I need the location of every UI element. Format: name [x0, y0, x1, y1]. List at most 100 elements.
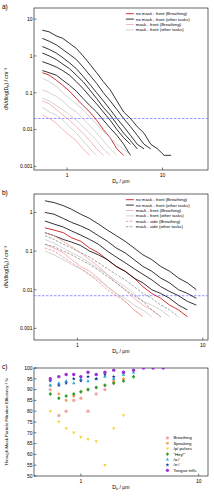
- legend-label: mask - front (Breathing): [136, 208, 182, 213]
- series-line: [45, 201, 196, 290]
- y-tick-label: 95: [27, 376, 33, 382]
- data-point: [57, 375, 60, 378]
- data-point: [57, 396, 60, 400]
- plot-frame: [34, 8, 208, 170]
- data-point: [95, 440, 98, 443]
- data-point: [72, 381, 75, 384]
- series-line: [42, 101, 103, 155]
- legend-label: mask - side (Breathing): [136, 219, 181, 224]
- data-point: [122, 371, 125, 374]
- y-tick-label: 75: [27, 419, 33, 425]
- legend-label: mask - front (Breathing): [136, 22, 182, 27]
- x-tick-label: 1: [79, 478, 82, 484]
- data-point: [49, 384, 52, 387]
- y-tick: [34, 378, 37, 379]
- legend-label: "Hey!": [173, 452, 185, 457]
- x-tick-label: 10: [196, 478, 202, 484]
- data-point: [112, 381, 115, 384]
- y-tick: [34, 19, 37, 20]
- data-point: [72, 392, 75, 396]
- x-axis-label: Dₚ / μm: [112, 348, 129, 355]
- data-point: [122, 414, 125, 417]
- y-tick-label: 85: [27, 397, 33, 403]
- y-tick: [34, 166, 37, 167]
- legend-label: mask - front (other tasks): [136, 27, 184, 32]
- legend: BreathingSpeaking/p/ pulses"Hey!"/a://e:…: [166, 435, 197, 472]
- y-tick-label: 1: [30, 53, 33, 59]
- data-point: [103, 383, 106, 387]
- data-point: [86, 379, 89, 382]
- y-tick-label: 1: [30, 209, 33, 215]
- data-point: [57, 383, 61, 387]
- data-point: [112, 368, 115, 371]
- legend-label: no mask - front (Breathing): [136, 11, 188, 16]
- legend-swatch: [166, 448, 169, 451]
- series-line: [42, 98, 110, 155]
- data-point: [103, 464, 106, 467]
- data-point: [95, 385, 98, 389]
- series-line: [42, 62, 130, 145]
- y-tick-label: 65: [27, 440, 33, 446]
- series-line: [42, 30, 171, 155]
- data-point: [57, 421, 60, 424]
- data-point: [79, 390, 82, 393]
- data-point: [162, 368, 165, 370]
- y-tick: [34, 129, 37, 130]
- x-tick: [202, 338, 203, 341]
- x-tick-label: 1: [76, 342, 79, 348]
- series-line: [42, 38, 150, 149]
- legend-label: mask - side (other tasks): [136, 224, 184, 229]
- data-point: [49, 392, 52, 396]
- x-axis-label: Dₚ / μm: [112, 484, 129, 491]
- data-point: [79, 375, 82, 378]
- y-tick: [34, 289, 37, 290]
- x-tick: [67, 168, 68, 171]
- legend-swatch: [166, 452, 169, 456]
- y-tick: [34, 92, 37, 93]
- y-tick-label: 0.01: [23, 126, 33, 132]
- y-tick-label: 100: [24, 365, 33, 371]
- data-point: [95, 392, 98, 395]
- data-point: [132, 375, 135, 379]
- y-tick: [34, 432, 37, 433]
- data-point: [151, 368, 154, 370]
- legend-swatch: [126, 13, 134, 14]
- y-tick-label: 90: [27, 386, 33, 392]
- y-tick-label: 0.1: [26, 248, 33, 254]
- series-line: [45, 212, 196, 298]
- x-tick-label: 10: [160, 172, 166, 178]
- legend-label: mask - front (other tasks): [136, 213, 184, 218]
- data-point: [79, 436, 82, 439]
- data-point: [64, 381, 68, 385]
- panel: b)0.0010.010.11110Dₚ / μmdN/dlog(Dₚ) / c…: [2, 189, 208, 355]
- legend-swatch: [166, 442, 169, 445]
- plot-frame: [34, 368, 208, 476]
- data-area: [34, 30, 208, 155]
- data-point: [142, 368, 145, 370]
- data-point: [72, 377, 76, 381]
- legend-swatch: [126, 199, 134, 200]
- legend-label: no mask - front (Breathing): [136, 197, 188, 202]
- y-axis-label: Through-Mask Particle Filtration Efficie…: [4, 378, 9, 466]
- y-tick: [34, 465, 37, 466]
- data-point: [95, 386, 98, 389]
- data-point: [132, 368, 135, 371]
- series-line: [45, 239, 170, 316]
- x-tick: [198, 474, 199, 477]
- data-area: [48, 368, 165, 467]
- data-point: [57, 414, 60, 417]
- series-line: [42, 115, 89, 155]
- data-point: [95, 377, 98, 380]
- legend-swatch: [126, 205, 134, 206]
- series-line: [42, 90, 117, 156]
- data-point: [86, 375, 90, 379]
- data-point: [49, 377, 52, 380]
- data-point: [49, 410, 52, 413]
- data-point: [72, 432, 75, 435]
- panel-label: c): [2, 363, 7, 371]
- data-point: [65, 399, 68, 402]
- y-tick: [34, 368, 37, 369]
- data-point: [64, 427, 67, 430]
- legend-swatch: [126, 19, 134, 20]
- data-point: [86, 388, 89, 391]
